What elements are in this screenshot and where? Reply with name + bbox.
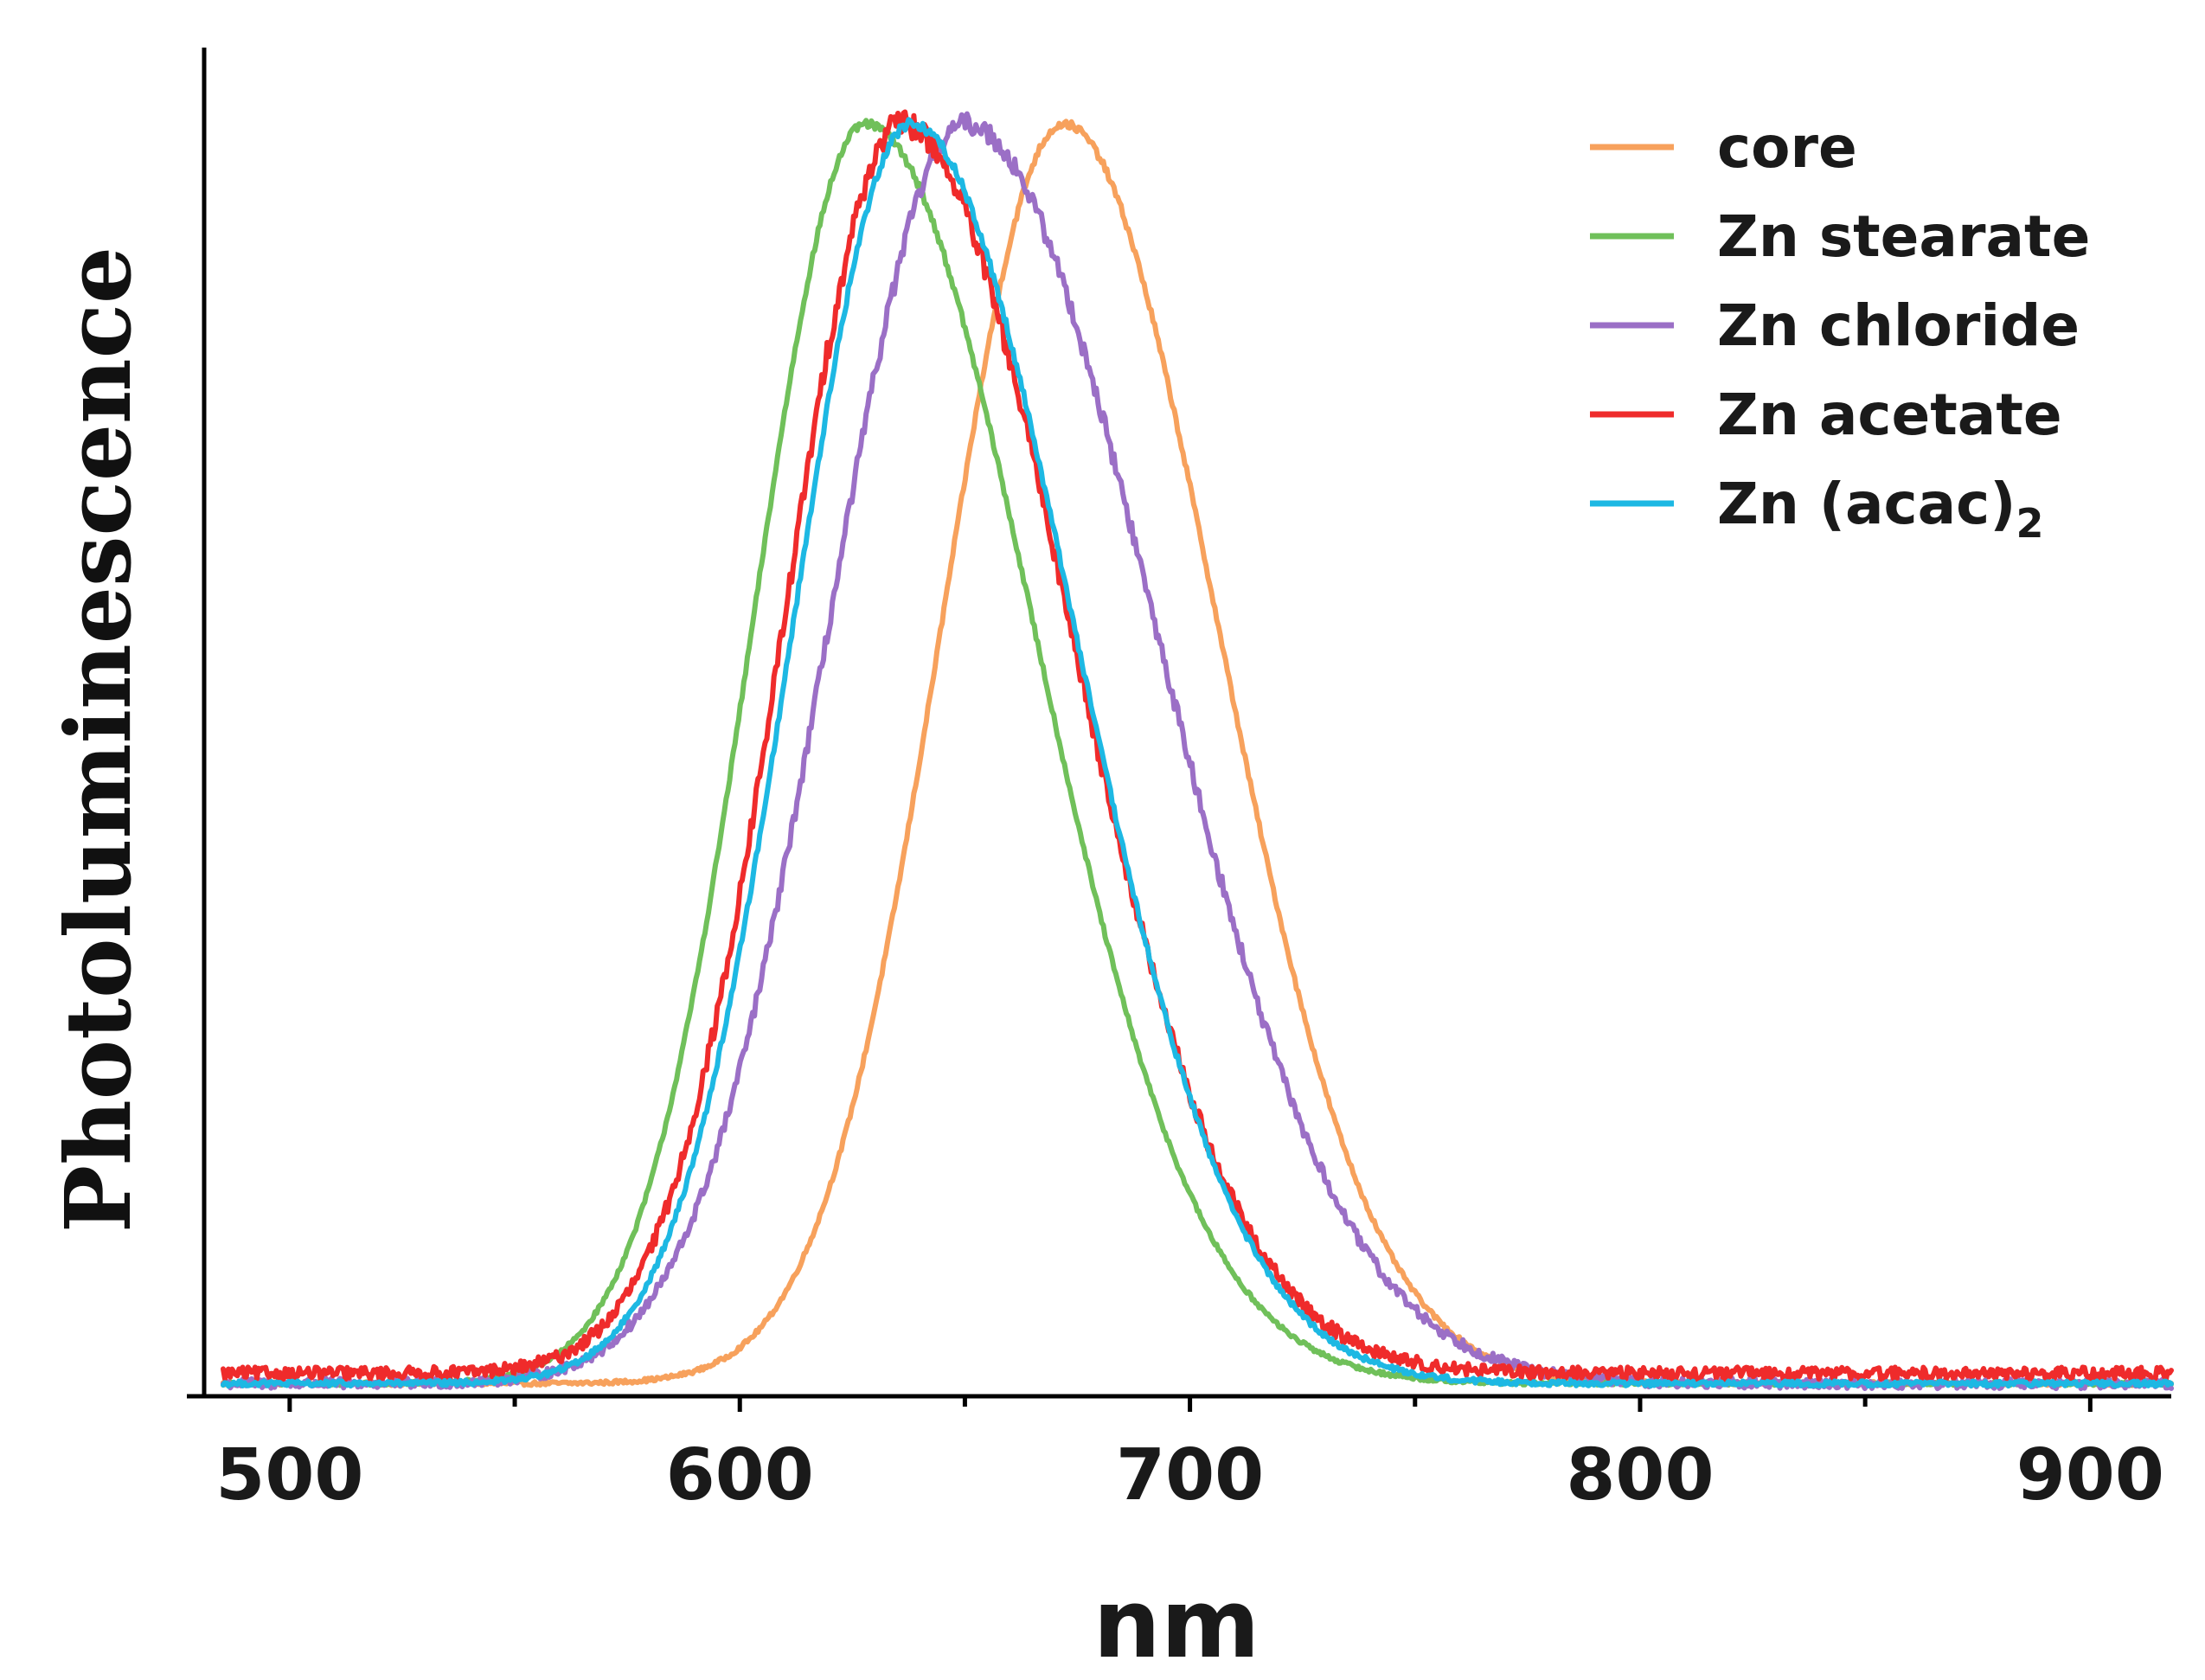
legend: core Zn stearate Zn chloride Zn acetate Zn (… [1590,114,2090,547]
legend-label: Zn acetate [1717,382,2062,448]
x-tick-label: 500 [215,1434,363,1516]
x-tick-label: 700 [1116,1434,1264,1516]
legend-subscript: 2 [2016,500,2043,547]
x-tick-label: 900 [2016,1434,2164,1516]
legend-item: Zn (acac)2 [1590,471,2043,547]
legend-item: Zn stearate [1590,203,2090,270]
series-line-zn-acac [221,117,2174,1389]
x-axis-label: nm [1093,1568,1260,1679]
series-layer [221,109,2174,1392]
legend-label: Zn chloride [1717,292,2080,359]
legend-label: core [1717,114,1857,181]
y-axis-label: Photoluminescence [45,247,151,1233]
x-tick-label: 800 [1566,1434,1714,1516]
x-axis-ticks: 500 600 700 800 900 [215,1396,2164,1516]
legend-item: Zn chloride [1590,292,2080,359]
x-tick-label: 600 [666,1434,814,1516]
legend-item: core [1590,114,1857,181]
legend-item: Zn acetate [1590,382,2062,448]
legend-label: Zn stearate [1717,203,2090,270]
legend-label: Zn (acac)2 [1717,471,2043,547]
